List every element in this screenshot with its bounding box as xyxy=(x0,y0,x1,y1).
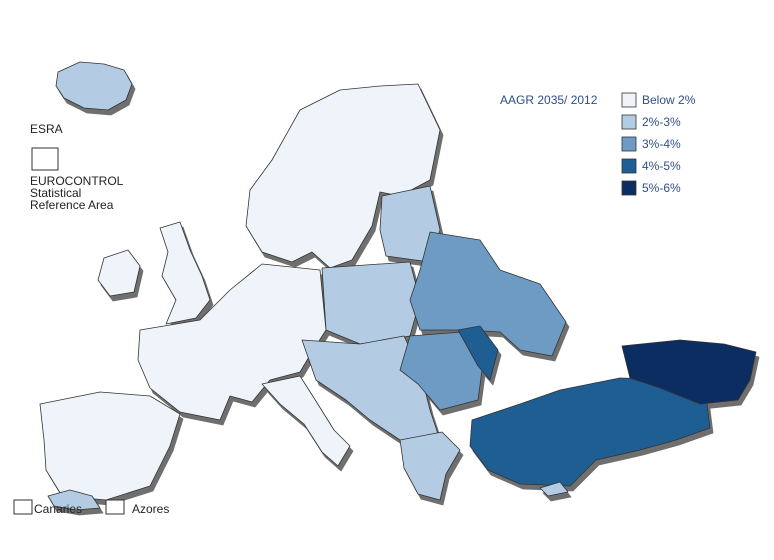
region-ukraine xyxy=(409,231,567,357)
legend-swatch xyxy=(621,114,637,130)
region-canaries xyxy=(47,489,101,511)
region-ireland xyxy=(97,249,141,297)
esra-swatch xyxy=(31,147,59,171)
region-west xyxy=(137,263,327,421)
region-scandinavia xyxy=(245,83,441,269)
inset-box xyxy=(105,499,125,515)
esra-description: EUROCONTROL xyxy=(30,174,124,188)
legend-swatch xyxy=(621,136,637,152)
region-greece xyxy=(399,431,461,501)
region-turkey xyxy=(469,377,711,487)
legend-label: 4%-5% xyxy=(642,159,681,173)
legend-swatch xyxy=(621,180,637,196)
legend-label: 5%-6% xyxy=(642,181,681,195)
region-italy xyxy=(261,375,351,467)
legend-title: AAGR 2035/ 2012 xyxy=(500,93,598,107)
esra-description: Reference Area xyxy=(30,198,114,212)
inset-box xyxy=(13,499,33,515)
esra-description: Statistical xyxy=(30,186,81,200)
region-iberia xyxy=(39,391,181,501)
legend-label: Below 2% xyxy=(642,93,696,107)
legend-label: 2%-3% xyxy=(642,115,681,129)
region-iceland xyxy=(55,61,133,111)
inset-label: Azores xyxy=(132,502,169,516)
region-cyprus xyxy=(539,481,569,497)
legend-swatch xyxy=(621,158,637,174)
legend: Below 2% 2%-3% 3%-4% 4%-5% 5%-6% xyxy=(621,92,696,196)
inset-label: Canaries xyxy=(34,502,82,516)
region-caucasus xyxy=(621,339,757,405)
map xyxy=(39,61,757,511)
region-central xyxy=(321,261,421,345)
region-uk xyxy=(159,221,211,325)
legend-label: 3%-4% xyxy=(642,137,681,151)
legend-swatch xyxy=(621,92,637,108)
region-moldova xyxy=(457,325,499,381)
esra-label: ESRA xyxy=(30,122,63,136)
